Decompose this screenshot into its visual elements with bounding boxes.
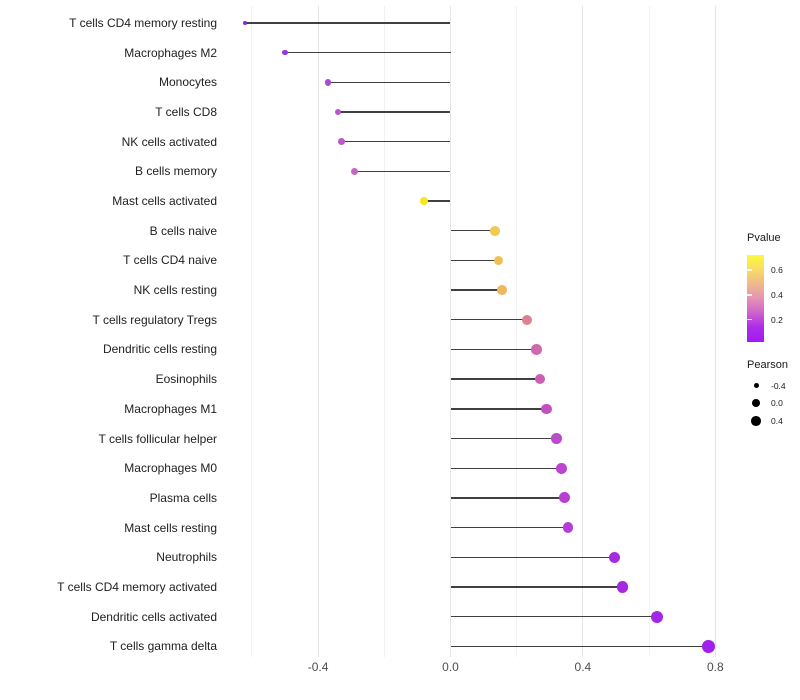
data-point-dot [651,610,664,623]
category-label: T cells follicular helper [98,431,218,446]
data-point-dot [556,462,567,474]
data-point-dot [324,79,332,86]
lollipop-stem [341,141,451,143]
data-point-dot [493,255,504,266]
data-point-dot [282,50,288,56]
category-label: T cells CD8 [155,105,217,120]
data-point-dot [559,492,571,504]
minor-gridline [516,6,518,657]
size-legend-label: 0.4 [771,415,783,426]
data-point-dot [702,639,716,653]
major-gridline [317,6,319,657]
pearson-legend-title: Pearson [747,359,788,371]
data-point-dot [534,373,546,385]
pvalue-colorbar [747,255,764,342]
lollipop-stem [245,22,451,24]
category-label: Monocytes [158,75,217,90]
lollipop-stem [450,289,502,291]
data-point-dot [551,433,562,444]
lollipop-stem [450,526,568,529]
x-tick-label: -0.4 [307,660,329,674]
category-label: Mast cells resting [124,520,217,535]
category-label: T cells CD4 memory activated [57,579,217,594]
pvalue-legend-title: Pvalue [747,232,781,244]
category-label: NK cells resting [133,283,217,298]
category-label: Neutrophils [156,550,217,565]
category-label: B cells naive [149,223,217,238]
colorbar-tick [747,318,752,321]
category-label: T cells gamma delta [109,639,217,654]
category-label: NK cells activated [121,134,217,149]
data-point-dot [521,314,532,325]
major-gridline [582,6,584,657]
data-point-dot [490,225,501,236]
x-tick-label: 0.0 [442,660,459,674]
data-point-dot [419,196,429,206]
colorbar-tick-label: 0.6 [771,264,783,275]
category-label: T cells CD4 memory resting [69,16,217,30]
data-point-dot [496,285,507,295]
lollipop-stem [450,615,658,618]
lollipop-stem [450,319,527,321]
lollipop-stem [450,348,537,351]
lollipop-stem [450,556,615,558]
data-point-dot [337,138,345,146]
size-legend-dot [751,415,762,426]
data-point-dot [562,522,574,533]
category-label: T cells CD4 naive [123,253,217,268]
data-point-dot [616,581,629,593]
lollipop-stem [285,51,451,54]
colorbar-tick-label: 0.2 [771,314,783,325]
category-label: Macrophages M2 [124,45,217,60]
category-label: Macrophages M0 [124,461,217,476]
size-legend-label: 0.0 [771,398,783,409]
data-point-dot [531,344,542,355]
size-legend-label: -0.4 [771,380,786,391]
x-tick-label: 0.8 [706,660,724,674]
lollipop-stem [450,408,547,410]
colorbar-tick [747,294,752,296]
x-tick-label: 0.4 [574,660,592,674]
category-label: T cells regulatory Tregs [92,312,218,327]
lollipop-stem [450,230,496,232]
category-label: Dendritic cells activated [90,609,217,624]
category-label: B cells memory [134,164,217,179]
size-legend-dot [752,399,761,408]
category-label: Eosinophils [155,372,217,387]
lollipop-stem [450,497,565,499]
minor-gridline [648,6,650,657]
colorbar-tick-label: 0.4 [771,289,783,300]
lollipop-stem [337,111,451,113]
lollipop-stem [354,170,451,173]
category-label: Mast cells activated [112,194,217,209]
lollipop-stem [450,586,623,588]
data-point-dot [350,167,359,175]
category-label: Macrophages M1 [124,401,217,416]
category-label: Dendritic cells resting [102,342,217,357]
lollipop-stem [450,645,709,647]
category-label: Plasma cells [149,490,217,505]
data-point-dot [243,21,248,25]
lollipop-stem [328,81,451,84]
lollipop-stem [450,437,557,440]
minor-gridline [251,6,253,657]
data-point-dot [608,551,621,563]
data-point-dot [334,108,342,116]
lollipop-stem [450,467,562,469]
lollipop-stem [450,378,540,380]
lollipop-stem [450,259,499,262]
data-point-dot [541,403,552,415]
major-gridline [714,6,716,657]
major-gridline [450,6,451,657]
minor-gridline [383,6,385,657]
colorbar-tick [747,269,752,271]
lollipop-stem [424,200,451,202]
size-legend-dot [753,382,760,389]
